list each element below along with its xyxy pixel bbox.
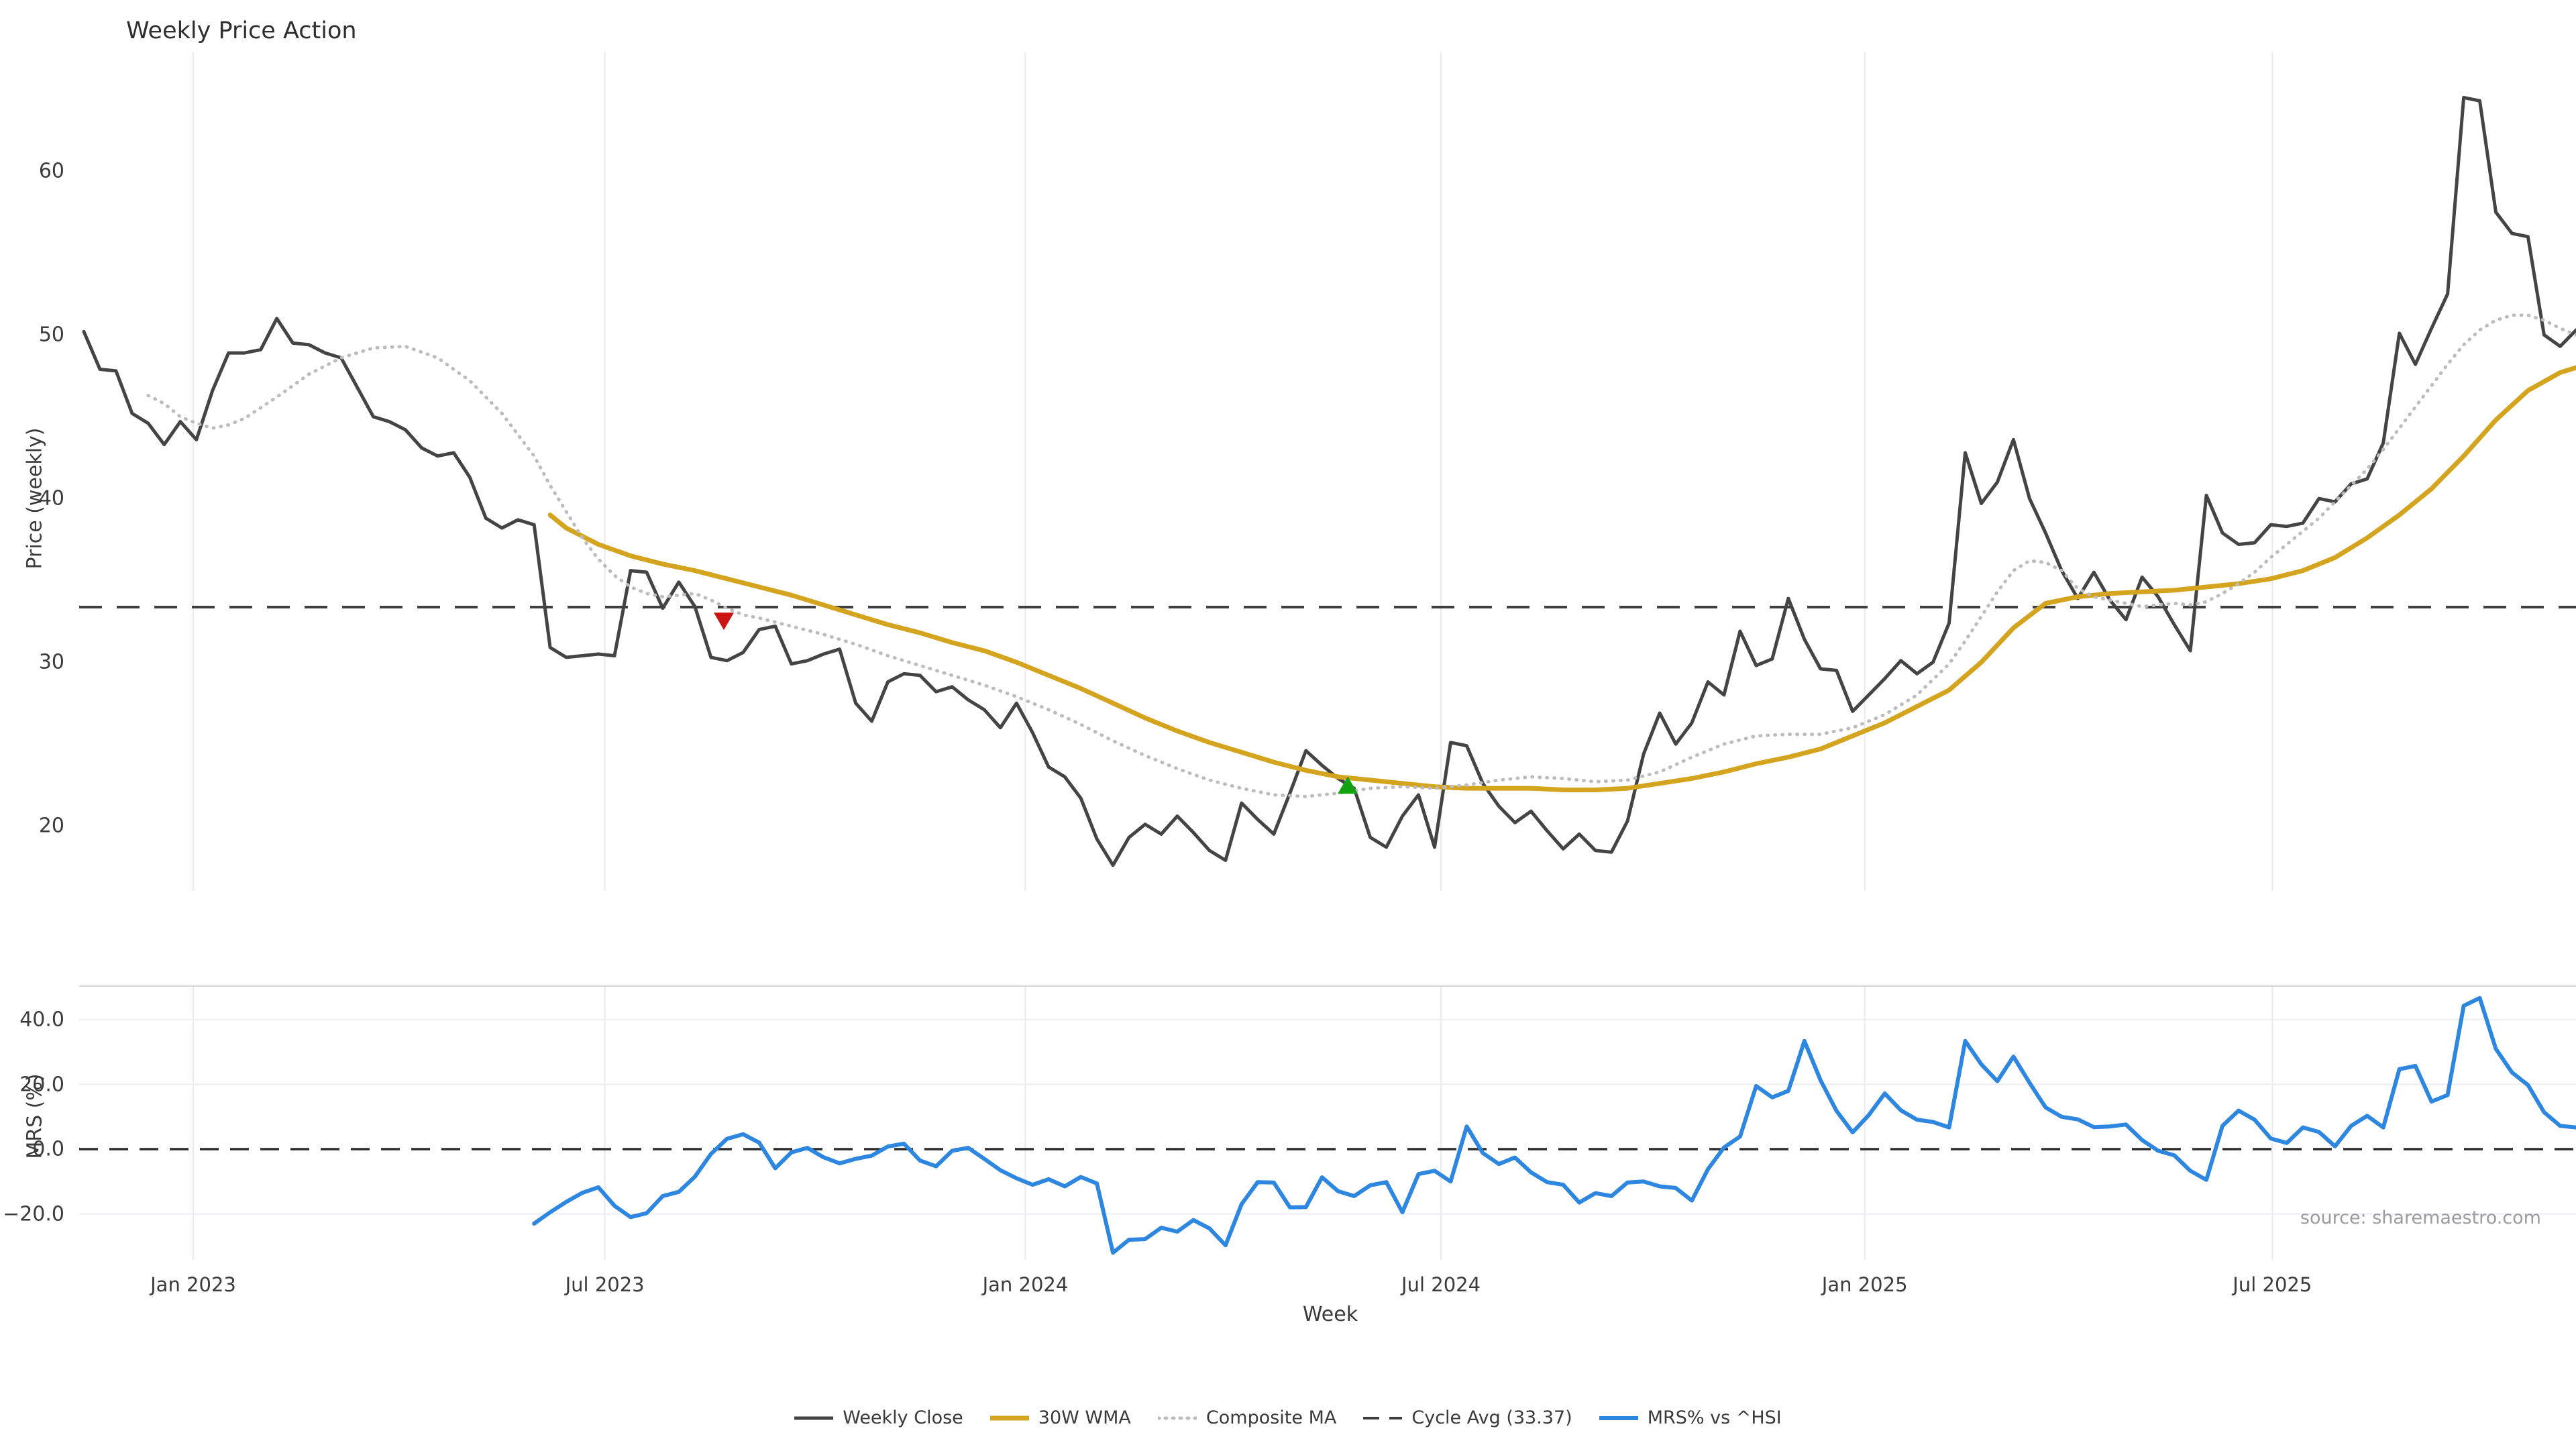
price-tick-30: 30: [38, 650, 64, 674]
legend-label: Cycle Avg (33.37): [1411, 1407, 1572, 1428]
buy-signal-marker: [1338, 776, 1358, 794]
source-credit: source: sharemaestro.com: [2300, 1208, 2541, 1228]
x-axis-title: Week: [1302, 1303, 1358, 1326]
price-tick-60: 60: [38, 159, 64, 183]
mrs-tick-20: 20.0: [19, 1073, 64, 1096]
legend-label: 30W WMA: [1038, 1407, 1131, 1428]
price-tick-40: 40: [38, 486, 64, 511]
weekly-close-line: [82, 95, 2576, 867]
legend-item-cycle-avg: Cycle Avg (33.37): [1363, 1407, 1572, 1428]
mrs-tick-40: 40.0: [19, 1008, 64, 1032]
mrs-vs-hsi-line: [532, 996, 2576, 1255]
legend-label: Composite MA: [1205, 1407, 1337, 1428]
xtick-jul-2025: Jul 2025: [2233, 1273, 2312, 1296]
legend-item-mrs: MRS% vs ^HSI: [1599, 1407, 1782, 1428]
xtick-jan-2023: Jan 2023: [150, 1273, 236, 1296]
legend-label: Weekly Close: [843, 1407, 963, 1428]
price-tick-20: 20: [38, 814, 64, 838]
mrs-tick-0: 0.0: [32, 1137, 64, 1161]
mrs-tick-neg20: −20.0: [3, 1202, 64, 1226]
legend-label: MRS% vs ^HSI: [1647, 1407, 1782, 1428]
page-title: Weekly Price Action: [126, 17, 357, 44]
30w-wma-line: [547, 365, 2576, 792]
composite-ma-line: [146, 313, 2576, 798]
price-tick-50: 50: [38, 323, 64, 347]
legend-item-weekly-close: Weekly Close: [794, 1407, 963, 1428]
xtick-jul-2023: Jul 2023: [565, 1273, 645, 1296]
xtick-jan-2025: Jan 2025: [1821, 1273, 1908, 1296]
sell-signal-marker: [714, 612, 735, 631]
xtick-jul-2024: Jul 2024: [1401, 1273, 1481, 1296]
chart-legend: Weekly Close 30W WMA Composite MA Cycle …: [0, 1407, 2576, 1428]
legend-item-composite-ma: Composite MA: [1157, 1407, 1337, 1428]
xtick-jan-2024: Jan 2024: [982, 1273, 1069, 1296]
legend-item-30w-wma: 30W WMA: [989, 1407, 1131, 1428]
